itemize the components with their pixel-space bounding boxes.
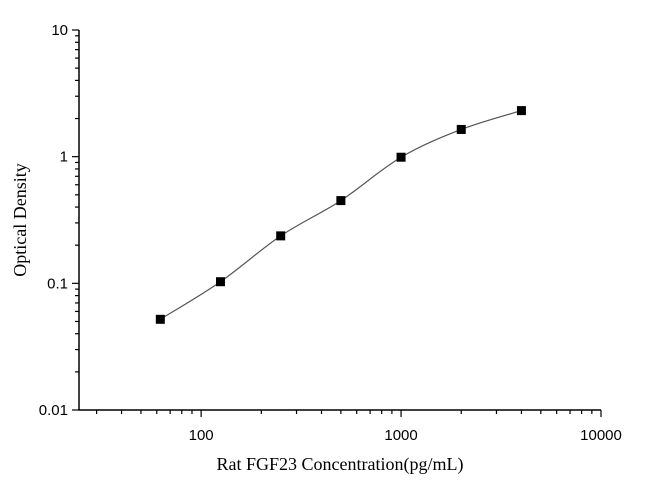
- x-tick-label: 1000: [384, 427, 417, 444]
- x-tick-label: 10000: [580, 427, 622, 444]
- y-tick-label: 0.1: [47, 275, 68, 292]
- y-tick-label: 10: [51, 22, 68, 39]
- x-axis-title: Rat FGF23 Concentration(pg/mL): [217, 454, 464, 475]
- tick-labels: 0.01 0.1 1 10 100 1000 10000: [39, 22, 622, 444]
- x-tick-label: 100: [189, 427, 214, 444]
- fit-curve: [159, 110, 522, 320]
- data-point-marker: [216, 277, 226, 287]
- data-point-marker: [456, 124, 466, 134]
- data-point-marker: [155, 314, 165, 324]
- data-point-marker: [516, 106, 526, 116]
- y-tick-label: 0.01: [39, 402, 68, 419]
- data-markers: [155, 106, 526, 324]
- data-point-marker: [336, 196, 346, 206]
- axes: [72, 29, 602, 417]
- y-tick-label: 1: [60, 149, 68, 166]
- y-axis-title: Optical Density: [10, 163, 30, 276]
- data-point-marker: [276, 231, 286, 241]
- data-point-marker: [396, 152, 406, 162]
